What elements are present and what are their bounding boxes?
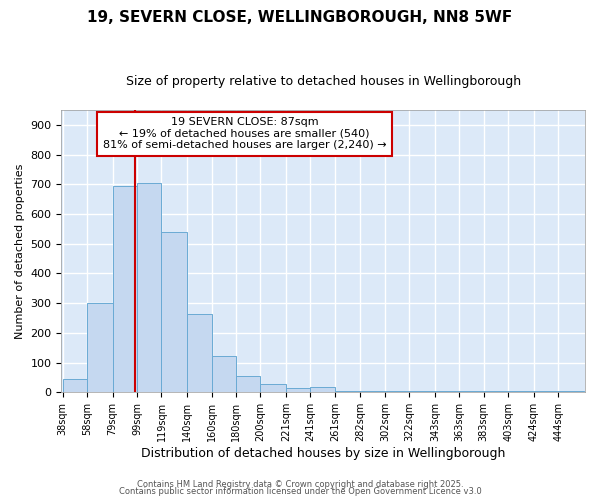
Bar	[87, 303, 113, 392]
X-axis label: Distribution of detached houses by size in Wellingborough: Distribution of detached houses by size …	[141, 447, 505, 460]
Bar	[113, 186, 137, 392]
Bar	[62, 379, 87, 392]
Bar	[409, 391, 435, 392]
Text: 19, SEVERN CLOSE, WELLINGBOROUGH, NN8 5WF: 19, SEVERN CLOSE, WELLINGBOROUGH, NN8 5W…	[88, 10, 512, 25]
Bar	[187, 314, 212, 392]
Bar	[161, 232, 187, 392]
Bar	[558, 391, 584, 392]
Bar	[212, 356, 236, 393]
Bar	[260, 384, 286, 392]
Y-axis label: Number of detached properties: Number of detached properties	[15, 164, 25, 339]
Text: Contains public sector information licensed under the Open Government Licence v3: Contains public sector information licen…	[119, 487, 481, 496]
Bar	[335, 391, 361, 392]
Text: Contains HM Land Registry data © Crown copyright and database right 2025.: Contains HM Land Registry data © Crown c…	[137, 480, 463, 489]
Bar	[137, 182, 161, 392]
Text: 19 SEVERN CLOSE: 87sqm
← 19% of detached houses are smaller (540)
81% of semi-de: 19 SEVERN CLOSE: 87sqm ← 19% of detached…	[103, 117, 386, 150]
Bar	[286, 388, 310, 392]
Bar	[236, 376, 260, 392]
Bar	[310, 387, 335, 392]
Title: Size of property relative to detached houses in Wellingborough: Size of property relative to detached ho…	[125, 75, 521, 88]
Bar	[385, 391, 409, 392]
